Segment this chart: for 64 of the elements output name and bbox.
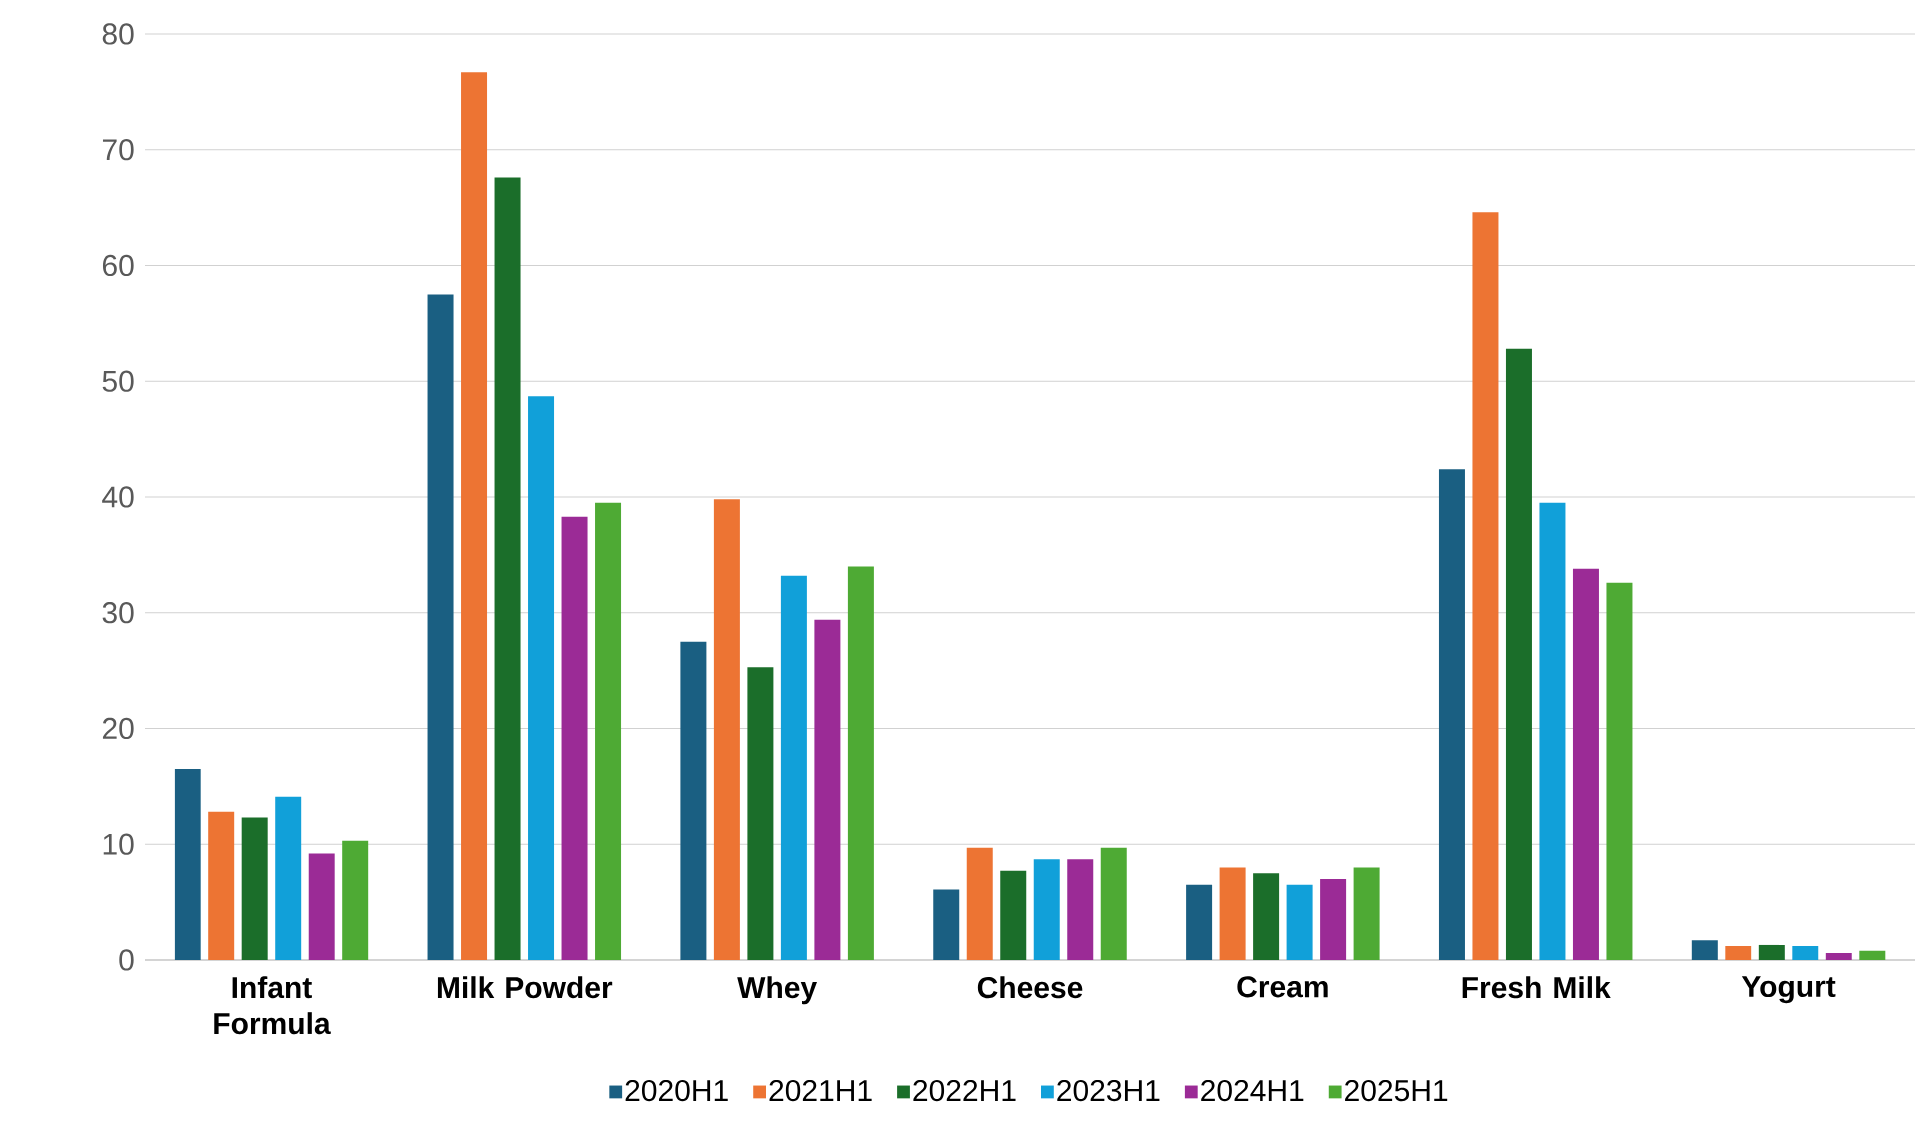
bar (1320, 878, 1347, 960)
bar (1792, 946, 1819, 960)
x-tick-label: Cream (1237, 976, 1328, 998)
bar (1539, 502, 1566, 960)
legend-label: 2020H1 (625, 1079, 728, 1102)
legend-label: 2021H1 (769, 1079, 872, 1102)
x-tick-label: Milk Powder (437, 976, 613, 999)
y-tick-label: 10 (103, 833, 134, 855)
bar (1691, 940, 1718, 960)
bar (174, 769, 201, 960)
bar (595, 502, 622, 960)
bar (1572, 568, 1599, 960)
legend-label: 2022H1 (913, 1079, 1016, 1102)
bar (308, 853, 335, 960)
bar (528, 396, 555, 960)
y-tick-label: 0 (119, 949, 134, 971)
x-tick-label: Infant Formula (214, 976, 331, 1035)
bar (1286, 884, 1313, 960)
bar (427, 294, 454, 960)
bar (1253, 873, 1280, 960)
y-tick-label: 20 (102, 717, 134, 740)
bar (1438, 469, 1465, 960)
bar (933, 889, 960, 960)
bar (1100, 847, 1127, 960)
bar (847, 566, 874, 960)
y-tick-label: 60 (102, 254, 134, 277)
y-tick-label: 50 (102, 370, 134, 392)
y-tick-label: 40 (102, 486, 134, 508)
bar (1472, 212, 1499, 960)
bar (1067, 859, 1094, 960)
y-tick-label: 30 (102, 602, 134, 624)
bar (1505, 348, 1532, 960)
x-tick-label: Fresh Milk (1462, 976, 1611, 999)
bar (1859, 950, 1886, 960)
bar (561, 516, 588, 960)
y-tick-label: 70 (102, 139, 134, 161)
x-tick-label: Yogurt (1741, 976, 1836, 1004)
legend-label: 2025H1 (1345, 1079, 1448, 1102)
x-tick-label: Cheese (977, 976, 1083, 999)
bar (1353, 867, 1380, 960)
bar (1606, 582, 1633, 960)
bar (1033, 859, 1060, 960)
bar (1758, 944, 1785, 960)
bar (275, 796, 302, 960)
bar (1186, 884, 1213, 960)
legend-label: 2023H1 (1057, 1079, 1160, 1102)
bar (461, 72, 488, 960)
bar (713, 499, 740, 960)
bar (780, 575, 807, 960)
bar (494, 177, 521, 960)
bar (747, 667, 774, 960)
bar (814, 619, 841, 960)
bar (966, 847, 993, 960)
bar (1725, 946, 1752, 960)
legend-label: 2024H1 (1201, 1079, 1304, 1102)
bar (208, 811, 235, 960)
bar (680, 641, 707, 960)
y-tick-label: 80 (102, 23, 134, 45)
bar (1000, 870, 1027, 960)
bar (1219, 867, 1246, 960)
bar (1825, 953, 1852, 960)
bar (342, 840, 369, 960)
x-tick-label: Whey (737, 976, 817, 1005)
bar (241, 817, 268, 960)
